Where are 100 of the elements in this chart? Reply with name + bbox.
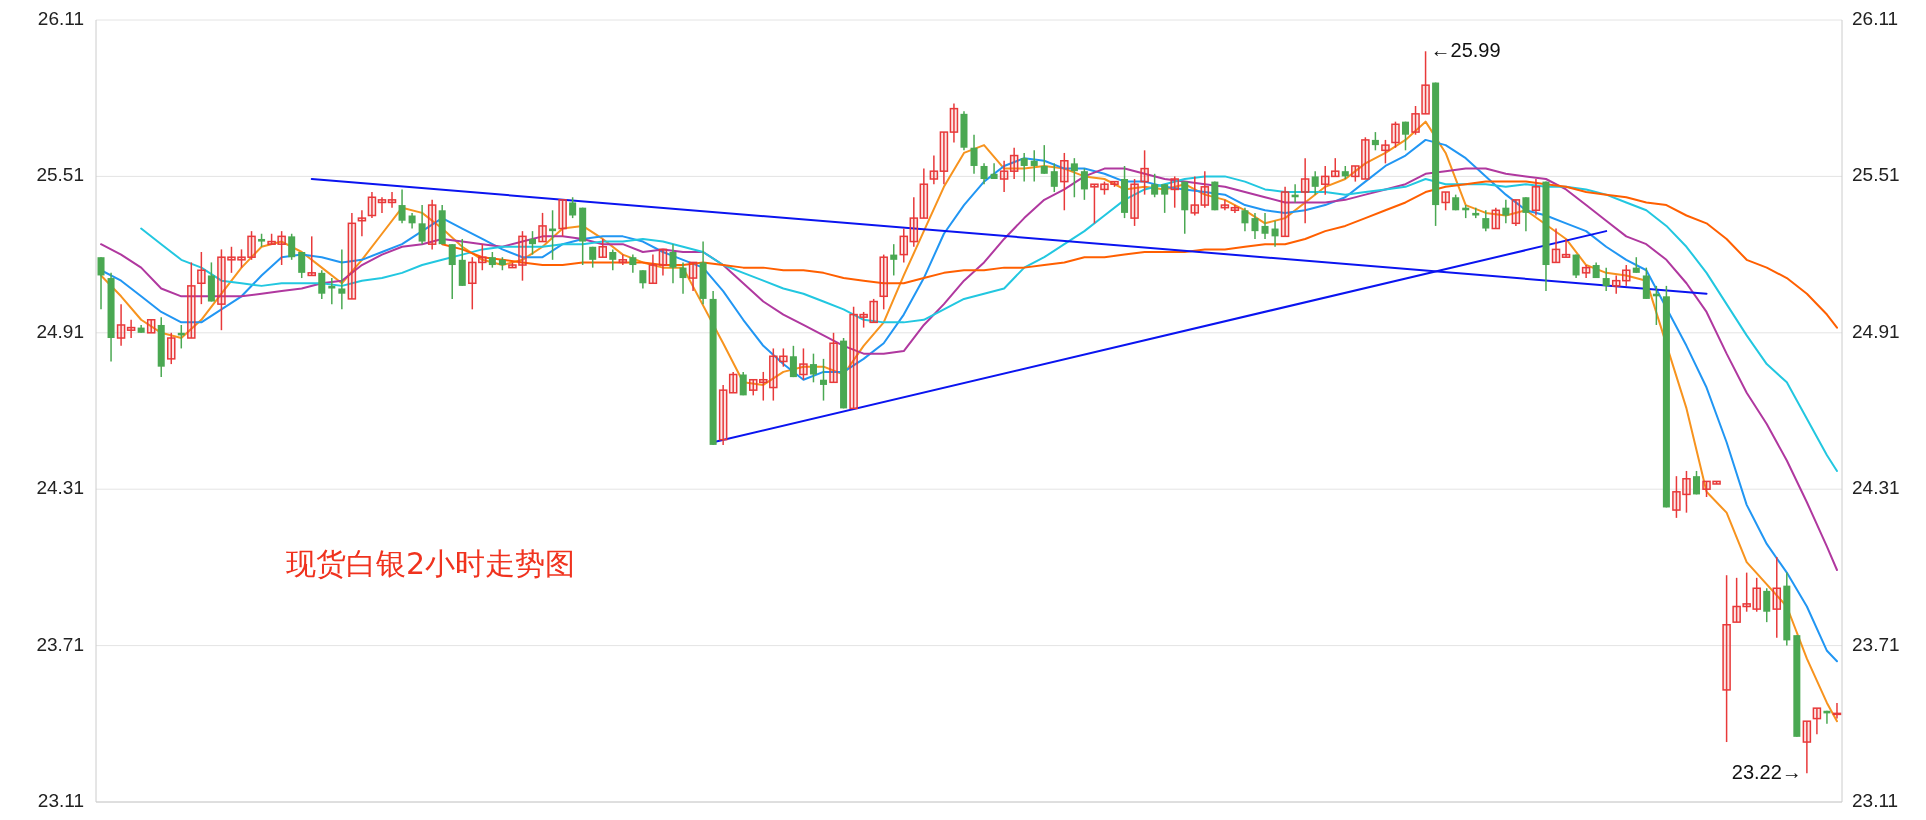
candlestick [829, 332, 838, 384]
candlestick [1009, 146, 1019, 180]
y2-tick-label: 23.11 [1852, 790, 1899, 812]
candlestick [1070, 157, 1078, 198]
candlestick [1551, 227, 1561, 264]
candlestick [1200, 170, 1210, 209]
candlestick [1742, 571, 1751, 613]
candlestick [658, 248, 668, 277]
candlestick [939, 131, 949, 185]
candlestick [980, 162, 988, 185]
candlestick [277, 230, 286, 266]
candlestick [338, 248, 346, 311]
candlestick [789, 345, 797, 378]
candlestick [387, 191, 397, 209]
candlestick [1130, 178, 1139, 227]
candlestick [1080, 167, 1088, 201]
candlestick [318, 269, 326, 300]
candlestick [298, 251, 306, 279]
candlestick [288, 233, 296, 261]
candlestick [357, 209, 367, 238]
candlestick [367, 191, 377, 219]
y2-tick-label: 26.11 [1852, 8, 1899, 30]
candlestick [1220, 199, 1230, 212]
candlestick [347, 212, 357, 300]
y-tick-label: 25.51 [36, 164, 84, 186]
candlestick [1361, 136, 1370, 180]
annotation: ←25.99 [1430, 38, 1501, 61]
candlestick [1090, 183, 1099, 225]
candlestick [478, 243, 487, 271]
candlestick [1401, 120, 1410, 152]
candlestick [377, 196, 387, 214]
candlestick [427, 199, 437, 251]
candlestick [1170, 175, 1179, 209]
candlestick [1491, 206, 1501, 230]
candlestick [970, 133, 978, 175]
candlestick [1561, 238, 1571, 258]
candlestick [187, 261, 196, 339]
candlestick [146, 319, 156, 334]
candlestick [869, 298, 878, 324]
candlestick [1151, 173, 1159, 198]
candlestick [1030, 149, 1038, 183]
candlestick [1261, 212, 1269, 240]
annotation: 23.22→ [1731, 760, 1802, 783]
candlestick [849, 305, 858, 410]
candlestick [1140, 149, 1149, 196]
y-tick-label: 26.11 [37, 8, 84, 30]
candlestick [569, 196, 577, 219]
candlestick [999, 160, 1009, 193]
candlestick [126, 319, 136, 339]
candlestick [247, 230, 256, 261]
candlestick [1251, 212, 1259, 240]
candlestick [1511, 199, 1521, 227]
candlestick [197, 251, 206, 305]
candlestick [679, 261, 687, 295]
y-tick-label: 24.91 [36, 320, 84, 342]
candlestick [718, 384, 728, 446]
candlestick [307, 235, 316, 277]
candlestick [1772, 556, 1782, 639]
candlestick [1672, 475, 1681, 519]
candlestick [418, 204, 426, 245]
y2-tick-label: 23.71 [1852, 633, 1900, 655]
candlestick [1622, 264, 1631, 287]
candlestick [558, 199, 567, 238]
candlestick [1241, 206, 1249, 232]
candlestick [1732, 577, 1741, 623]
candlestick [1802, 720, 1812, 775]
candlestick [1522, 196, 1530, 232]
text: 现货白银2小时走势图 [286, 546, 576, 581]
candlestick [1611, 274, 1621, 295]
candlestick [1502, 199, 1510, 225]
y-tick-label: 23.71 [36, 633, 84, 655]
candlestick [728, 371, 738, 394]
candlestick [609, 248, 617, 271]
candlestick [799, 347, 808, 381]
candlestick [1642, 266, 1650, 300]
candlestick [167, 332, 176, 365]
candlestick [1040, 144, 1048, 175]
y-tick-label: 24.31 [36, 477, 84, 499]
candlestick [990, 162, 998, 180]
candlestick [468, 256, 477, 311]
candlestick [538, 212, 547, 243]
candlestick [669, 243, 677, 285]
candlestick [1190, 175, 1200, 217]
candlestick [1381, 139, 1390, 165]
candlestick [1020, 152, 1028, 183]
candlestick [1531, 178, 1541, 217]
candlestick [759, 371, 768, 402]
candlestick [1752, 577, 1761, 613]
candlestick [1441, 191, 1450, 212]
candlestick [819, 358, 828, 402]
candlestick [116, 303, 126, 347]
candlestick [1371, 131, 1379, 152]
candlestick [1300, 157, 1310, 225]
candlestick [648, 253, 658, 285]
candlestick [1812, 707, 1822, 735]
candlestick [809, 352, 817, 384]
candlestick [398, 188, 406, 225]
candlestick [879, 253, 888, 311]
candlestick [217, 248, 226, 331]
candlestick [919, 167, 929, 219]
